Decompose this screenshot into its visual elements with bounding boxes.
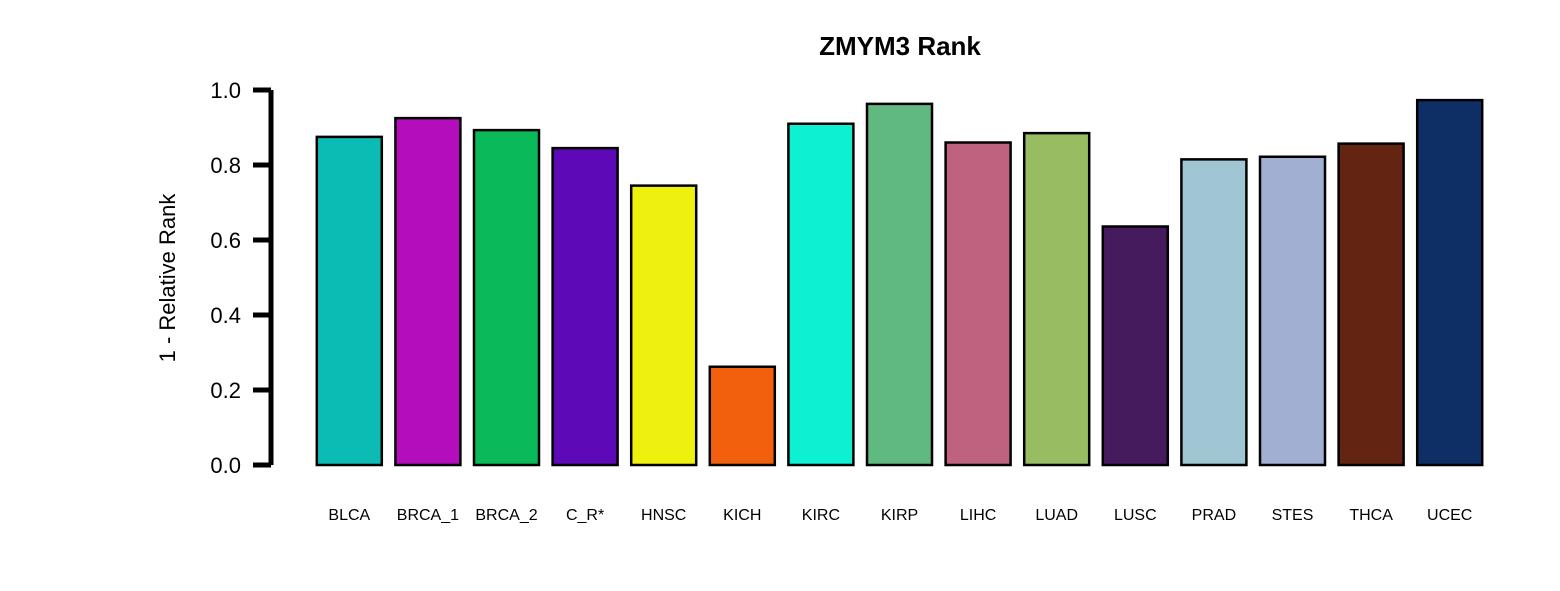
y-axis-label: 1 - Relative Rank	[155, 193, 180, 363]
x-tick-label: UCEC	[1427, 507, 1472, 524]
x-tick-label: LIHC	[960, 507, 996, 524]
bar-kirc	[787, 122, 855, 467]
y-tick-label: 0.4	[210, 303, 241, 328]
bar-blca	[315, 135, 384, 467]
x-tick-label: BRCA_1	[397, 507, 459, 524]
x-tick-label: THCA	[1349, 507, 1393, 524]
y-tick-label: 0.0	[210, 453, 241, 478]
x-tick-label: LUAD	[1035, 507, 1078, 524]
x-tick-label: BRCA_2	[475, 507, 537, 524]
bar-c-r	[551, 146, 619, 467]
x-tick-label: LUSC	[1114, 507, 1157, 524]
x-tick-label: KIRP	[881, 507, 918, 524]
bar-kirp	[865, 102, 934, 467]
bar-ucec	[1415, 98, 1484, 467]
y-tick-label: 0.6	[210, 228, 241, 253]
bar-lihc	[944, 141, 1012, 467]
x-tick-label: HNSC	[641, 507, 686, 524]
y-axis: 0.0 0.2 0.4 0.6 0.8 1.0	[210, 78, 274, 478]
bar-lusc	[1101, 225, 1170, 467]
bar-stes	[1258, 155, 1327, 467]
x-tick-label: PRAD	[1192, 507, 1236, 524]
bar-brca-2	[472, 128, 541, 467]
bar-prad	[1180, 158, 1248, 467]
bar-thca	[1337, 142, 1405, 467]
x-tick-label: KIRC	[802, 507, 840, 524]
bars-group	[315, 98, 1484, 467]
bar-hnsc	[629, 184, 698, 467]
x-tick-label: KICH	[723, 507, 761, 524]
bar-luad	[1022, 131, 1091, 467]
x-tick-label: BLCA	[328, 507, 370, 524]
bar-brca-1	[394, 116, 462, 467]
bar-kich	[708, 365, 777, 467]
y-tick-label: 1.0	[210, 78, 241, 103]
chart-title: ZMYM3 Rank	[819, 31, 981, 61]
x-tick-label: C_R*	[566, 507, 604, 524]
x-tick-label: STES	[1272, 507, 1314, 524]
x-tick-labels: BLCA BRCA_1 BRCA_2 C_R* HNSC KICH KIRC KIRP LIHC…	[328, 507, 1472, 524]
y-tick-label: 0.2	[210, 378, 241, 403]
y-tick-label: 0.8	[210, 153, 241, 178]
